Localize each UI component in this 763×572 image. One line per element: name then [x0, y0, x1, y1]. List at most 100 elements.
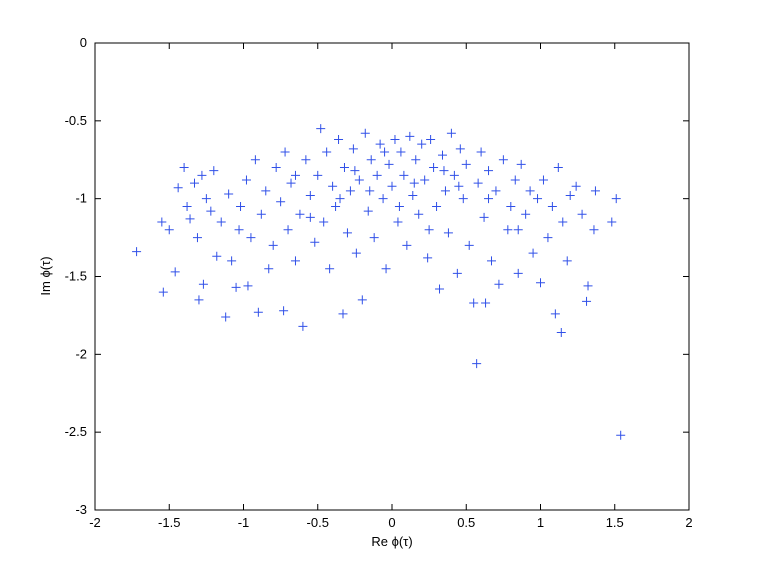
- point: [417, 139, 427, 149]
- point: [286, 178, 296, 188]
- point: [182, 201, 192, 211]
- point: [387, 181, 397, 191]
- point: [227, 256, 237, 266]
- point: [607, 217, 617, 227]
- point: [334, 135, 344, 145]
- y-tick-label: -1: [75, 191, 87, 206]
- point: [189, 178, 199, 188]
- point: [562, 256, 572, 266]
- point: [405, 131, 415, 141]
- point: [313, 170, 323, 180]
- point: [582, 296, 592, 306]
- point: [363, 206, 373, 216]
- point: [449, 170, 459, 180]
- point: [290, 170, 300, 180]
- point: [384, 159, 394, 169]
- point: [446, 128, 456, 138]
- point: [484, 166, 494, 176]
- point: [380, 147, 390, 157]
- point: [506, 201, 516, 211]
- point: [279, 306, 289, 316]
- point: [197, 170, 207, 180]
- point: [469, 298, 479, 308]
- point: [209, 166, 219, 176]
- point: [481, 298, 491, 308]
- point: [338, 309, 348, 319]
- point: [365, 186, 375, 196]
- x-tick-label: -0.5: [307, 515, 329, 530]
- x-tick-label: 0: [388, 515, 395, 530]
- point: [423, 253, 433, 263]
- point: [185, 214, 195, 224]
- point: [486, 256, 496, 266]
- x-tick-label: -1: [238, 515, 250, 530]
- point: [543, 233, 553, 243]
- point: [375, 139, 385, 149]
- point: [319, 217, 329, 227]
- y-tick-label: -1.5: [65, 269, 87, 284]
- point: [335, 194, 345, 204]
- point: [157, 217, 167, 227]
- y-tick-label: -3: [75, 502, 87, 517]
- point: [276, 197, 286, 207]
- point: [241, 175, 251, 185]
- point: [350, 166, 360, 176]
- point: [316, 124, 326, 134]
- point: [399, 170, 409, 180]
- point: [339, 163, 349, 173]
- point: [484, 194, 494, 204]
- point: [348, 144, 358, 154]
- point: [253, 307, 263, 317]
- point: [461, 159, 471, 169]
- point: [290, 256, 300, 266]
- point: [179, 163, 189, 173]
- point: [298, 321, 308, 331]
- point: [565, 191, 575, 201]
- point: [342, 228, 352, 238]
- point: [351, 248, 361, 258]
- point: [547, 201, 557, 211]
- point: [372, 170, 382, 180]
- point: [411, 155, 421, 165]
- x-tick-label: 1: [537, 515, 544, 530]
- point: [310, 237, 320, 247]
- point: [521, 209, 531, 219]
- point: [408, 191, 418, 201]
- point: [250, 155, 260, 165]
- point: [264, 264, 274, 274]
- point: [246, 233, 256, 243]
- y-tick-label: -0.5: [65, 113, 87, 128]
- point: [458, 194, 468, 204]
- point: [212, 251, 222, 261]
- point: [366, 155, 376, 165]
- point: [402, 240, 412, 250]
- point: [305, 212, 315, 222]
- point: [301, 155, 311, 165]
- point: [536, 278, 545, 288]
- point: [426, 135, 436, 145]
- point: [435, 284, 445, 294]
- point: [583, 281, 593, 291]
- point: [354, 175, 364, 185]
- y-tick-label: 0: [80, 35, 87, 50]
- point: [429, 163, 439, 173]
- point: [556, 328, 566, 338]
- x-tick-label: 0.5: [457, 515, 475, 530]
- point: [454, 181, 464, 191]
- point: [206, 206, 216, 216]
- point: [491, 186, 501, 196]
- point: [231, 282, 241, 292]
- point: [328, 181, 338, 191]
- point: [381, 264, 391, 274]
- point: [280, 147, 290, 157]
- point: [198, 279, 208, 289]
- point: [443, 228, 453, 238]
- point: [201, 194, 211, 204]
- point: [268, 240, 278, 250]
- y-tick-label: -2.5: [65, 424, 87, 439]
- y-tick-label: -2: [75, 346, 87, 361]
- point: [432, 201, 442, 211]
- point: [553, 163, 563, 173]
- point: [611, 194, 621, 204]
